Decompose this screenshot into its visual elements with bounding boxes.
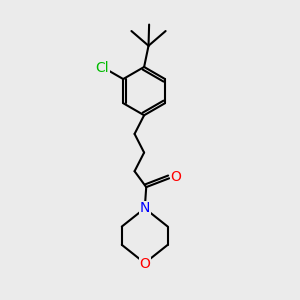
Text: Cl: Cl [95, 61, 109, 75]
Text: N: N [140, 201, 150, 215]
Text: O: O [170, 170, 181, 184]
Text: O: O [139, 257, 150, 271]
